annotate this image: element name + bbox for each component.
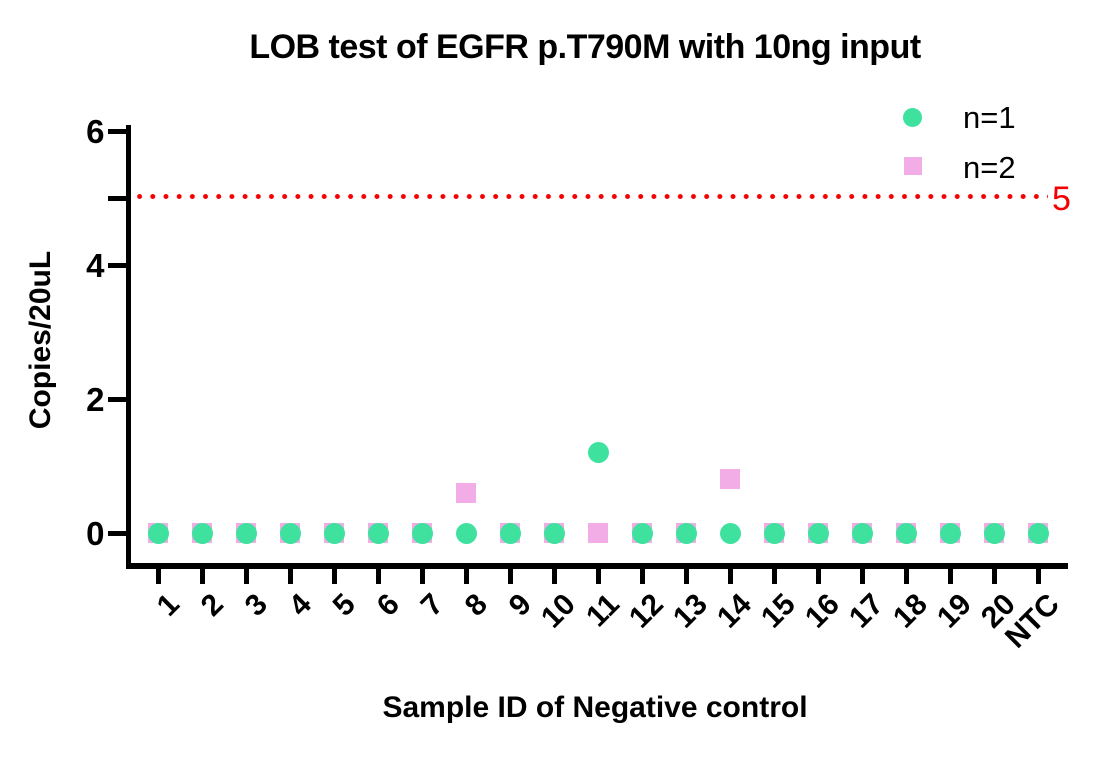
point-n=1-NTC: [1027, 522, 1049, 544]
point-n=2-14: [720, 469, 740, 490]
y-tick: [107, 530, 126, 536]
x-tick: [287, 568, 293, 584]
legend-circle-marker-icon: [903, 108, 922, 127]
y-tick-label: 6: [86, 113, 105, 150]
point-n=1-6: [367, 522, 389, 544]
x-tick: [947, 568, 953, 584]
point-n=1-13: [675, 522, 697, 544]
x-tick: [815, 568, 821, 584]
point-n=1-3: [235, 522, 257, 544]
point-n=1-15: [763, 522, 785, 544]
x-axis-label: Sample ID of Negative control: [382, 691, 808, 724]
x-tick: [375, 568, 381, 584]
x-tick: [1035, 568, 1041, 584]
y-tick: [107, 262, 126, 268]
x-tick: [903, 568, 909, 584]
x-tick: [595, 568, 601, 584]
legend-square-marker-icon: [904, 157, 922, 175]
point-n=1-19: [939, 522, 961, 544]
y-axis-label: Copies/20uL: [24, 250, 57, 430]
x-axis-line: [125, 563, 1068, 569]
x-tick: [683, 568, 689, 584]
x-tick: [463, 568, 469, 584]
y-tick-label: 4: [86, 247, 105, 284]
x-tick: [727, 568, 733, 584]
point-n=1-1: [147, 522, 169, 544]
x-tick: [551, 568, 557, 584]
x-tick: [507, 568, 513, 584]
point-n=1-9: [499, 522, 521, 544]
threshold-line: [137, 194, 1048, 199]
legend-label-n1: n=1: [963, 100, 1016, 135]
point-n=1-8: [455, 522, 477, 544]
x-tick: [991, 568, 997, 584]
point-n=1-4: [279, 522, 301, 544]
point-n=1-7: [411, 522, 433, 544]
x-tick: [771, 568, 777, 584]
y-tick-label: 2: [86, 381, 105, 418]
point-n=1-12: [631, 522, 653, 544]
y-axis-line: [125, 125, 131, 569]
point-n=1-18: [895, 522, 917, 544]
point-n=1-17: [851, 522, 873, 544]
x-tick: [331, 568, 337, 584]
y-tick: [107, 128, 126, 134]
point-n=2-11: [588, 523, 608, 543]
legend-label-n2: n=2: [963, 150, 1016, 185]
y-tick-label: 0: [86, 515, 105, 552]
point-n=1-10: [543, 522, 565, 544]
point-n=1-14: [719, 522, 741, 544]
point-n=1-11: [587, 442, 609, 464]
threshold-label: 5: [1052, 180, 1071, 218]
x-tick: [639, 568, 645, 584]
point-n=1-5: [323, 522, 345, 544]
point-n=1-16: [807, 522, 829, 544]
x-tick: [859, 568, 865, 584]
point-n=1-2: [191, 522, 213, 544]
x-tick: [199, 568, 205, 584]
point-n=1-20: [983, 522, 1005, 544]
x-tick: [155, 568, 161, 584]
y-tick: [107, 396, 126, 402]
y-tick-unlabeled: [107, 195, 126, 201]
x-tick: [419, 568, 425, 584]
point-n=2-8: [456, 482, 476, 503]
x-tick: [243, 568, 249, 584]
chart-title: LOB test of EGFR p.T790M with 10ng input: [249, 28, 921, 66]
